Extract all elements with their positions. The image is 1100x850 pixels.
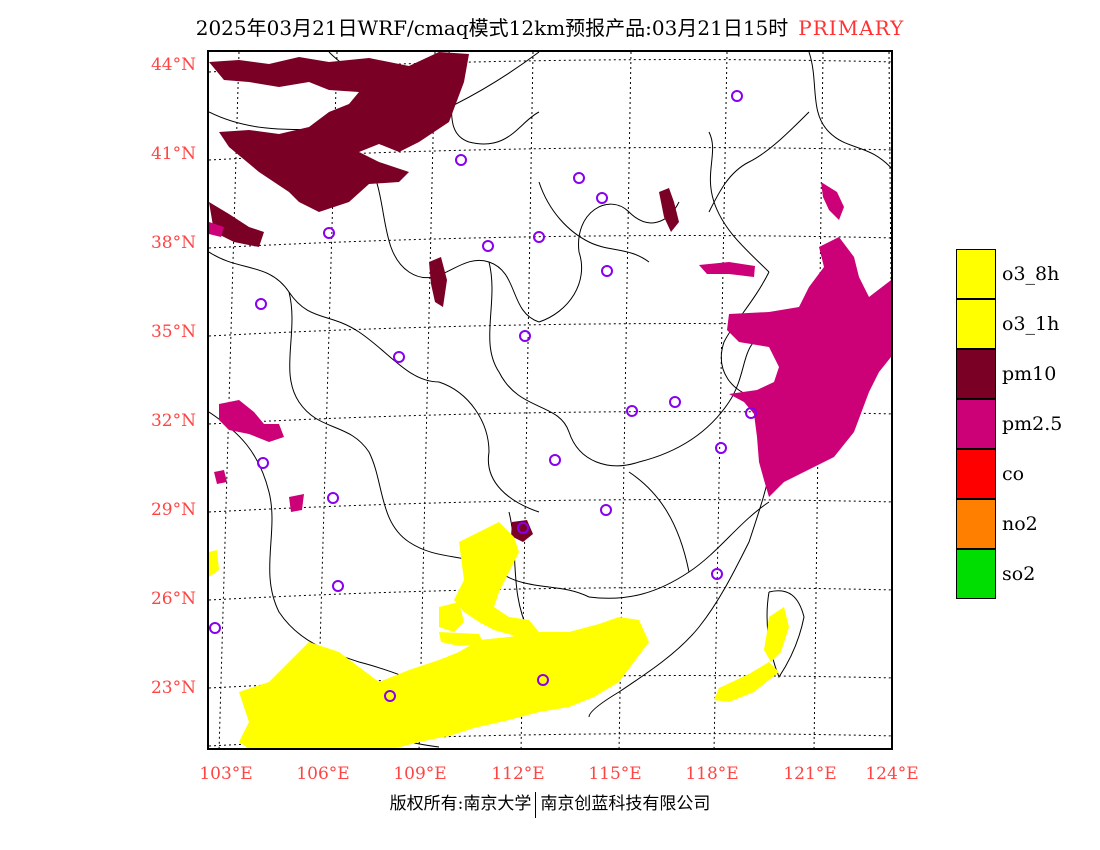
legend-swatch-co xyxy=(956,449,996,499)
lon-label-106e: 106°E xyxy=(296,764,350,784)
legend-label-o3-8h: o3_8h xyxy=(1002,263,1060,285)
map-canvas xyxy=(209,52,891,748)
legend-label-pm25: pm2.5 xyxy=(1002,413,1063,435)
lon-label-124e: 124°E xyxy=(865,764,919,784)
copyright-footer: 版权所有:南京大学 南京创蓝科技有限公司 xyxy=(0,789,1100,818)
footer-right: 南京创蓝科技有限公司 xyxy=(540,794,711,814)
lat-label-23n: 23°N xyxy=(150,678,196,698)
footer-separator xyxy=(535,791,537,818)
lat-label-41n: 41°N xyxy=(150,144,196,164)
legend-swatch-no2 xyxy=(956,499,996,549)
legend-swatch-pm10 xyxy=(956,349,996,399)
legend-swatch-o3-8h xyxy=(956,249,996,299)
legend-swatch-o3-1h xyxy=(956,299,996,349)
lon-label-118e: 118°E xyxy=(685,764,739,784)
legend-label-pm10: pm10 xyxy=(1002,363,1057,385)
pm25-regions xyxy=(209,182,891,512)
lat-label-35n: 35°N xyxy=(150,322,196,342)
lon-label-109e: 109°E xyxy=(393,764,447,784)
legend-label-co: co xyxy=(1002,463,1025,485)
legend-label-no2: no2 xyxy=(1002,513,1038,535)
legend-label-o3-1h: o3_1h xyxy=(1002,313,1060,335)
station-markers xyxy=(209,90,757,702)
lon-label-121e: 121°E xyxy=(783,764,837,784)
lat-label-38n: 38°N xyxy=(150,233,196,253)
title-tag: PRIMARY xyxy=(798,16,905,40)
lat-label-26n: 26°N xyxy=(150,589,196,609)
lon-label-112e: 112°E xyxy=(491,764,545,784)
o3-regions xyxy=(209,522,789,748)
legend-swatch-pm25 xyxy=(956,399,996,449)
lat-label-32n: 32°N xyxy=(150,411,196,431)
legend-label-so2: so2 xyxy=(1002,563,1036,585)
map-title: 2025年03月21日WRF/cmaq模式12km预报产品:03月21日15时 P… xyxy=(0,12,1100,41)
pm10-regions xyxy=(209,52,854,542)
lon-label-115e: 115°E xyxy=(588,764,642,784)
legend-swatch-so2 xyxy=(956,549,996,599)
lat-label-29n: 29°N xyxy=(150,500,196,520)
lon-label-103e: 103°E xyxy=(199,764,253,784)
title-main: 2025年03月21日WRF/cmaq模式12km预报产品:03月21日15时 xyxy=(195,16,789,40)
lat-label-44n: 44°N xyxy=(150,55,196,75)
footer-left: 版权所有:南京大学 xyxy=(389,794,532,814)
map-panel xyxy=(207,50,893,750)
